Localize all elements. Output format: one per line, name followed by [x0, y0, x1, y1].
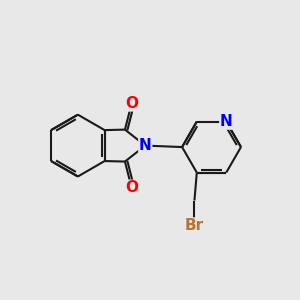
Text: O: O: [125, 180, 138, 195]
Text: N: N: [220, 114, 233, 129]
Text: Br: Br: [185, 218, 204, 233]
Text: N: N: [139, 138, 152, 153]
Text: O: O: [125, 96, 138, 111]
